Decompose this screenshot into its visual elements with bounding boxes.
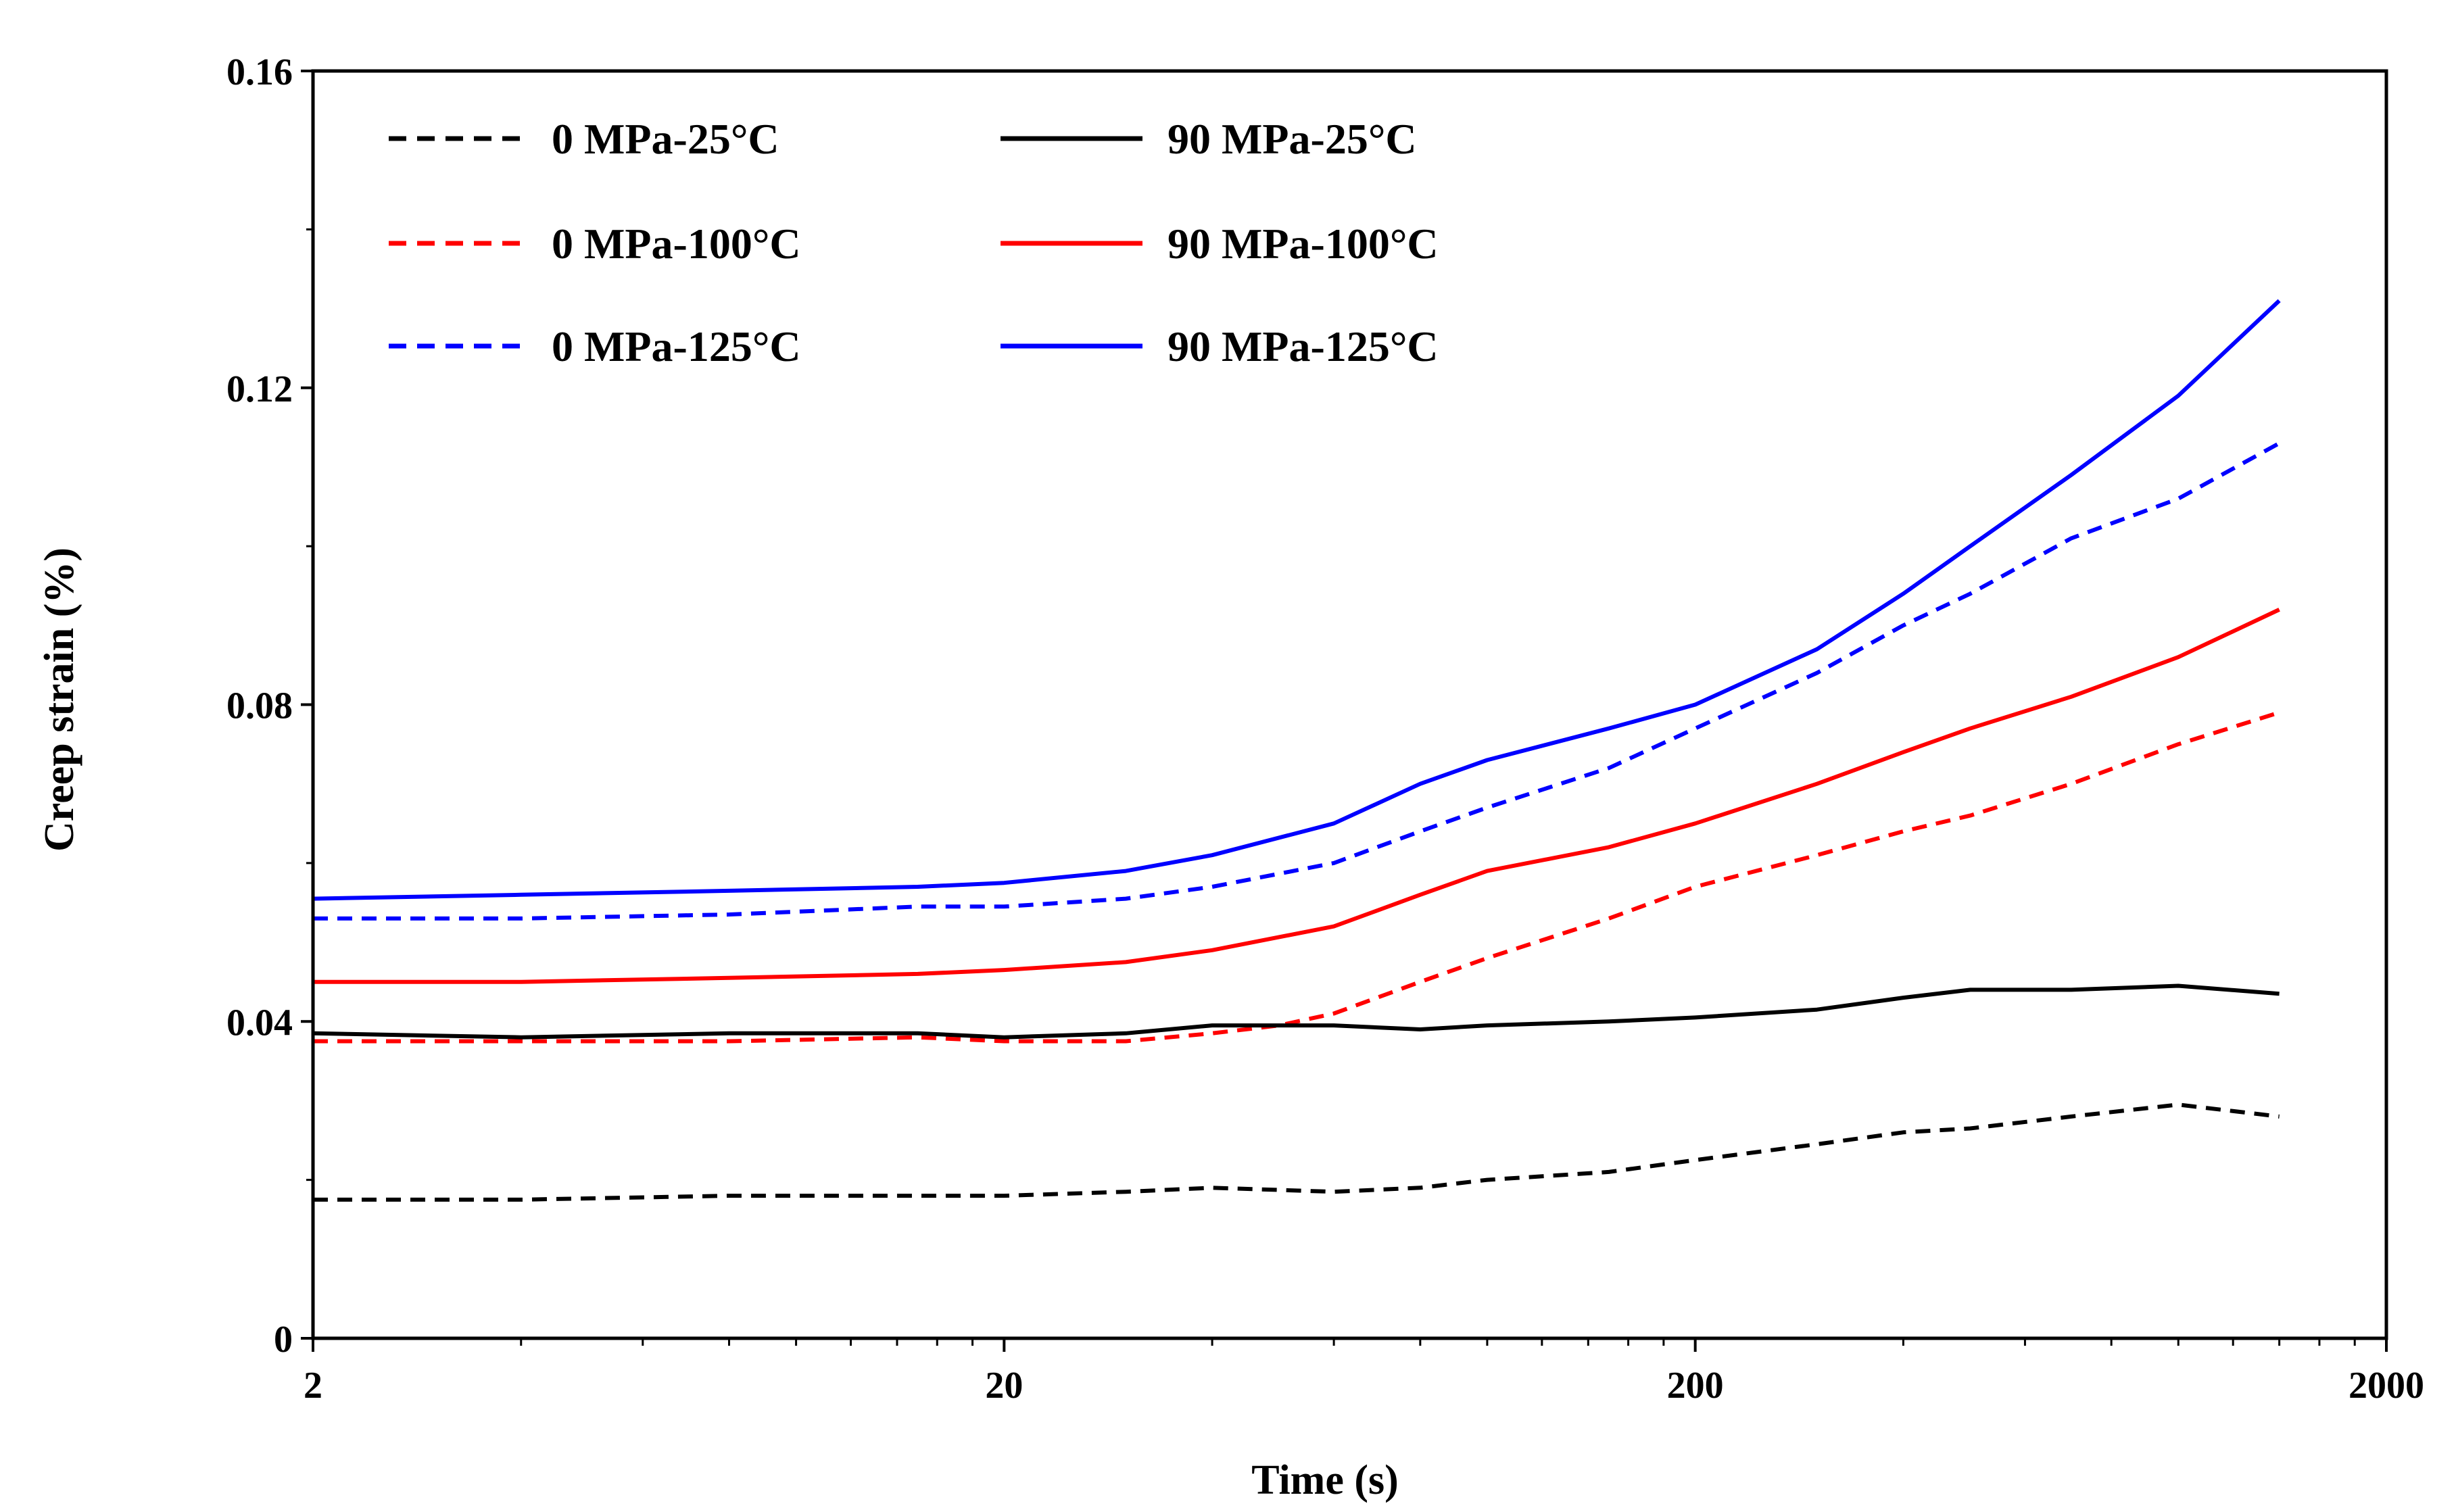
y-tick-label: 0.08: [226, 685, 293, 727]
series-line-90-mpa-100-c: [313, 608, 2280, 984]
legend-label: 90 MPa-125°C: [1167, 322, 1439, 370]
y-tick-label: 0.16: [226, 51, 293, 93]
x-axis-title: Time (s): [1251, 1457, 1399, 1503]
series-line-0-mpa-25-c: [313, 1102, 2280, 1202]
legend-label: 0 MPa-100°C: [552, 220, 801, 268]
series-line-0-mpa-100-c: [313, 710, 2280, 1044]
y-tick-label: 0.12: [226, 368, 293, 410]
legend-label: 0 MPa-125°C: [552, 322, 801, 370]
x-tick-label: 20: [985, 1365, 1023, 1407]
tick-layer: 0 0.04 0.08 0.12 0.16 2 20 200 2000: [226, 51, 2424, 1407]
series-line-0-mpa-125-c: [313, 441, 2281, 921]
series-line-90-mpa-25-c: [312, 983, 2280, 1040]
x-tick-label: 2: [304, 1365, 322, 1407]
legend: 0 MPa-25°C 0 MPa-100°C 0 MPa-125°C 90 MPa-2…: [389, 115, 1439, 370]
y-axis-title: Creep strain (%): [37, 547, 82, 852]
legend-label: 90 MPa-100°C: [1167, 220, 1439, 268]
y-tick-label: 0: [274, 1319, 293, 1361]
legend-label: 0 MPa-25°C: [552, 115, 779, 163]
series-line-90-mpa-125-c: [312, 299, 2281, 901]
x-tick-label: 2000: [2349, 1365, 2424, 1407]
series-layer: [312, 299, 2281, 1202]
legend-label: 90 MPa-25°C: [1167, 115, 1417, 163]
x-tick-label: 200: [1667, 1365, 1724, 1407]
y-tick-label: 0.04: [226, 1002, 293, 1044]
